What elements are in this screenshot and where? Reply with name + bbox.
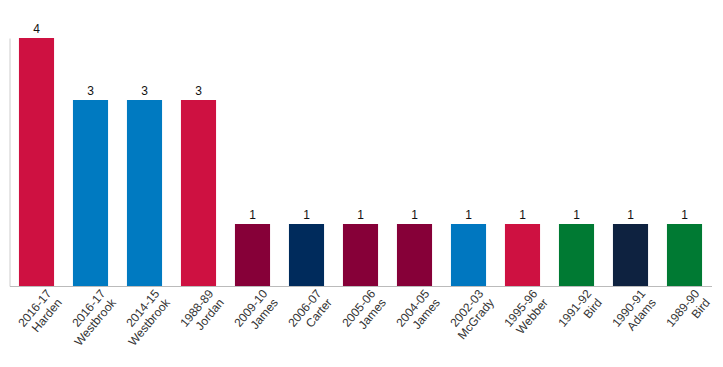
bar: [19, 38, 54, 286]
x-tick: 1991-92Bird: [555, 286, 605, 339]
x-tick-label: 1989-90Bird: [663, 287, 713, 339]
x-tick-label: 1988-89Jordan: [177, 287, 227, 339]
x-tick-label: 2009-10James: [231, 287, 281, 339]
data-label: 3: [87, 84, 94, 98]
data-label: 1: [357, 208, 364, 222]
data-label: 1: [249, 208, 256, 222]
data-label: 1: [627, 208, 634, 222]
data-label: 1: [465, 208, 472, 222]
x-tick-label: 2016-17Harden: [15, 287, 65, 339]
x-tick: 2016-17Harden: [15, 286, 65, 339]
bar: [397, 224, 432, 286]
x-tick: 2009-10James: [231, 286, 281, 339]
data-label: 4: [33, 22, 40, 36]
bar: [451, 224, 486, 286]
y-axis: [10, 39, 11, 287]
x-tick-label: 2002-03McGrady: [444, 287, 497, 342]
x-tick: 1989-90Bird: [663, 286, 713, 339]
bar: [613, 224, 648, 286]
x-tick: 2006-07Carter: [285, 286, 335, 339]
bar: [289, 224, 324, 286]
bar: [181, 100, 216, 286]
bar: [127, 100, 162, 286]
data-label: 1: [681, 208, 688, 222]
x-tick: 2004-05James: [393, 286, 443, 339]
x-axis: 2016-17Harden2016-17Westbrook2014-15West…: [10, 286, 713, 349]
data-label: 1: [303, 208, 310, 222]
x-tick-label: 2016-17Westbrook: [61, 286, 120, 348]
bar: [235, 224, 270, 286]
x-tick-label: 1991-92Bird: [555, 287, 605, 339]
bar: [73, 100, 108, 286]
x-tick-label: 1995-96Webber: [501, 287, 551, 339]
data-label: 1: [573, 208, 580, 222]
x-axis-line: [10, 286, 712, 287]
bars: [19, 38, 702, 286]
y-axis-line: [10, 39, 11, 287]
x-tick: 2016-17Westbrook: [61, 286, 120, 349]
chart: 4 3 3 3 1 1 1 1 1 1 1 1 1 2016-17Harden2016-17Westbro…: [0, 0, 723, 367]
bar: [343, 224, 378, 286]
x-tick-label: 1990-91Adams: [609, 287, 659, 339]
data-label: 3: [195, 84, 202, 98]
data-labels: 4 3 3 3 1 1 1 1 1 1 1 1 1: [33, 22, 688, 222]
data-label: 1: [411, 208, 418, 222]
data-label: 1: [519, 208, 526, 222]
bar: [505, 224, 540, 286]
x-tick-label: 2014-15Westbrook: [115, 286, 174, 348]
x-tick: 2014-15Westbrook: [115, 286, 174, 349]
x-tick-label: 2004-05James: [393, 287, 443, 339]
bar: [559, 224, 594, 286]
x-tick-label: 2005-06James: [339, 287, 389, 339]
x-tick: 2002-03McGrady: [444, 286, 497, 342]
x-tick: 1988-89Jordan: [177, 286, 227, 339]
x-tick: 1995-96Webber: [501, 286, 551, 339]
data-label: 3: [141, 84, 148, 98]
x-tick-label: 2006-07Carter: [285, 287, 335, 339]
bar: [667, 224, 702, 286]
x-tick: 1990-91Adams: [609, 286, 659, 339]
x-tick: 2005-06James: [339, 286, 389, 339]
